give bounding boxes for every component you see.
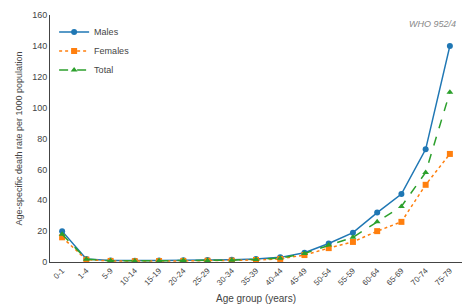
svg-text:160: 160 (32, 10, 47, 20)
svg-text:65-69: 65-69 (385, 266, 406, 287)
svg-text:10-14: 10-14 (118, 266, 139, 287)
svg-text:1-4: 1-4 (76, 266, 91, 281)
svg-text:140: 140 (32, 41, 47, 51)
svg-text:100: 100 (32, 103, 47, 113)
svg-text:Females: Females (94, 46, 129, 56)
svg-text:0-1: 0-1 (52, 266, 67, 281)
svg-text:Males: Males (94, 27, 119, 37)
svg-text:0: 0 (42, 257, 47, 267)
svg-text:60: 60 (37, 165, 47, 175)
svg-text:25-29: 25-29 (191, 266, 212, 287)
svg-text:35-39: 35-39 (239, 266, 260, 287)
svg-text:Total: Total (94, 65, 113, 75)
svg-text:55-59: 55-59 (336, 266, 357, 287)
svg-text:5-9: 5-9 (100, 266, 115, 281)
svg-text:80: 80 (37, 134, 47, 144)
svg-text:70-74: 70-74 (409, 266, 430, 287)
svg-text:15-19: 15-19 (142, 266, 163, 287)
svg-text:Age group (years): Age group (years) (216, 293, 296, 304)
svg-text:75-79: 75-79 (433, 266, 454, 287)
svg-text:20-24: 20-24 (167, 266, 188, 287)
svg-text:30-34: 30-34 (215, 266, 236, 287)
svg-text:40: 40 (37, 195, 47, 205)
svg-text:120: 120 (32, 72, 47, 82)
svg-text:40-44: 40-44 (264, 266, 285, 287)
svg-text:20: 20 (37, 226, 47, 236)
svg-text:50-54: 50-54 (312, 266, 333, 287)
svg-text:60-64: 60-64 (361, 266, 382, 287)
svg-text:Age-specific death rate per 10: Age-specific death rate per 1000 populat… (14, 51, 24, 225)
svg-text:WHO 952/4: WHO 952/4 (409, 19, 456, 29)
svg-text:45-49: 45-49 (288, 266, 309, 287)
